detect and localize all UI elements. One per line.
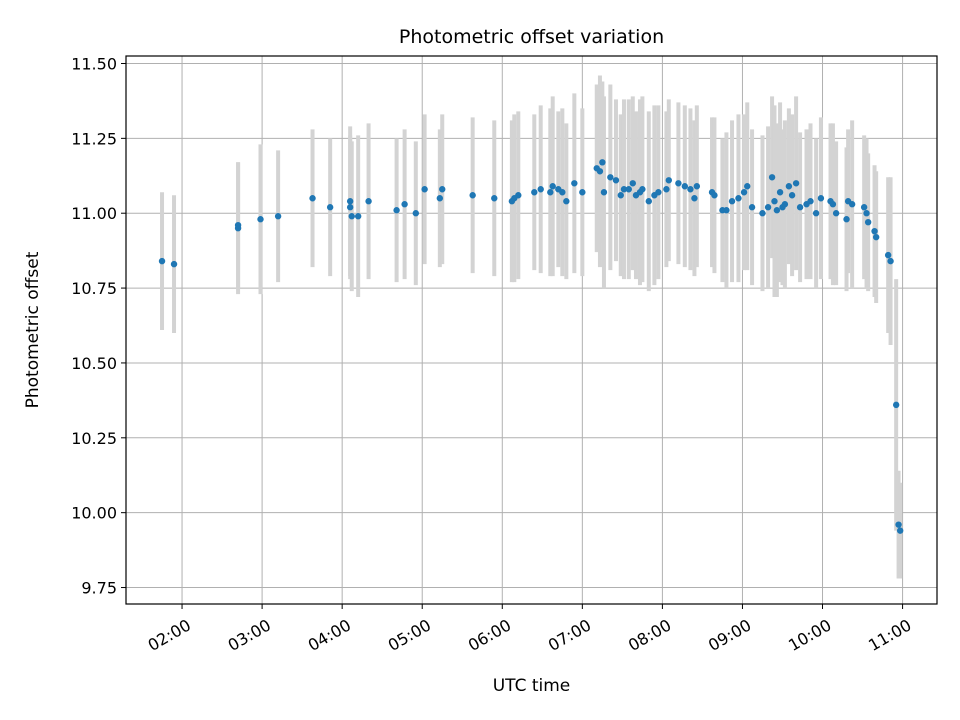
- data-point: [421, 186, 428, 193]
- y-tick-label: 10.50: [71, 354, 117, 373]
- data-point: [829, 201, 837, 208]
- data-point: [871, 227, 878, 235]
- data-point: [607, 174, 614, 181]
- data-point: [817, 195, 825, 202]
- data-point: [639, 186, 646, 193]
- data-point: [776, 189, 784, 196]
- data-point: [863, 210, 870, 217]
- data-point: [559, 189, 566, 196]
- data-point: [346, 198, 354, 205]
- y-axis-ticks: 9.75 10.00 10.25 10.50 10.75 11.00 11.25 11.50: [71, 54, 126, 598]
- data-point: [735, 195, 742, 202]
- data-point: [579, 189, 586, 196]
- data-point: [895, 521, 902, 528]
- data-point: [781, 201, 789, 208]
- y-tick-label: 11.25: [71, 129, 117, 148]
- data-point: [832, 210, 840, 217]
- data-points: [158, 159, 904, 534]
- data-point: [896, 527, 904, 534]
- data-point: [773, 207, 781, 214]
- data-point: [681, 183, 689, 190]
- data-point: [234, 221, 242, 229]
- data-point: [687, 186, 694, 193]
- data-point: [884, 251, 892, 259]
- data-point: [346, 204, 354, 211]
- data-point: [792, 180, 800, 187]
- data-point: [655, 189, 662, 196]
- data-point: [309, 195, 316, 202]
- data-point: [599, 159, 606, 166]
- data-point: [711, 192, 718, 199]
- y-tick-label: 10.75: [71, 279, 117, 298]
- data-point: [596, 168, 604, 175]
- data-point: [807, 198, 814, 205]
- data-point: [740, 189, 748, 196]
- chart-title: Photometric offset variation: [399, 26, 664, 48]
- data-point: [170, 260, 178, 268]
- x-axis-label: UTC time: [493, 676, 571, 696]
- data-point: [274, 213, 282, 220]
- data-point: [872, 233, 880, 241]
- data-point: [788, 192, 796, 199]
- data-point: [625, 186, 632, 193]
- data-point: [864, 218, 872, 226]
- data-point: [365, 198, 372, 205]
- data-point: [531, 189, 538, 196]
- data-point: [393, 207, 400, 214]
- data-point: [326, 204, 334, 211]
- data-point: [439, 186, 446, 193]
- data-point: [693, 183, 701, 190]
- data-point: [537, 186, 544, 193]
- data-point: [663, 186, 670, 193]
- data-point: [771, 198, 778, 205]
- data-point: [469, 192, 476, 199]
- data-point: [665, 177, 673, 184]
- data-point: [617, 192, 624, 199]
- y-tick-label: 9.75: [81, 579, 117, 598]
- y-tick-label: 10.25: [71, 429, 117, 448]
- data-point: [848, 201, 856, 208]
- plot-frame: [125, 55, 938, 605]
- data-point: [723, 207, 730, 214]
- data-point: [354, 213, 362, 220]
- data-point: [629, 180, 636, 187]
- data-point: [436, 195, 444, 202]
- data-point: [785, 183, 793, 190]
- y-tick-label: 10.00: [71, 504, 117, 523]
- data-point: [257, 216, 264, 223]
- data-point: [675, 180, 682, 187]
- data-point: [812, 210, 820, 217]
- y-axis-label: Photometric offset: [23, 251, 43, 408]
- data-point: [768, 174, 776, 181]
- data-point: [887, 257, 894, 265]
- data-point: [158, 257, 166, 265]
- data-point: [764, 204, 772, 211]
- data-point: [612, 177, 620, 184]
- data-point: [412, 210, 420, 217]
- data-point: [515, 192, 522, 199]
- data-point: [748, 204, 756, 211]
- data-point: [491, 195, 498, 202]
- data-point: [892, 401, 900, 409]
- data-point: [600, 189, 608, 196]
- data-point: [744, 183, 751, 190]
- y-tick-label: 11.00: [71, 204, 117, 223]
- data-point: [563, 198, 570, 205]
- data-point: [728, 198, 736, 205]
- data-point: [843, 216, 850, 223]
- y-tick-label: 11.50: [71, 54, 117, 73]
- data-point: [547, 189, 554, 196]
- data-point: [571, 180, 578, 187]
- data-point: [691, 195, 698, 202]
- data-point: [796, 204, 804, 211]
- data-point: [401, 201, 408, 208]
- data-point: [759, 210, 766, 217]
- data-point: [860, 204, 868, 211]
- data-point: [620, 186, 628, 193]
- data-point: [348, 213, 355, 220]
- data-point: [645, 198, 652, 205]
- data-point: [549, 183, 556, 190]
